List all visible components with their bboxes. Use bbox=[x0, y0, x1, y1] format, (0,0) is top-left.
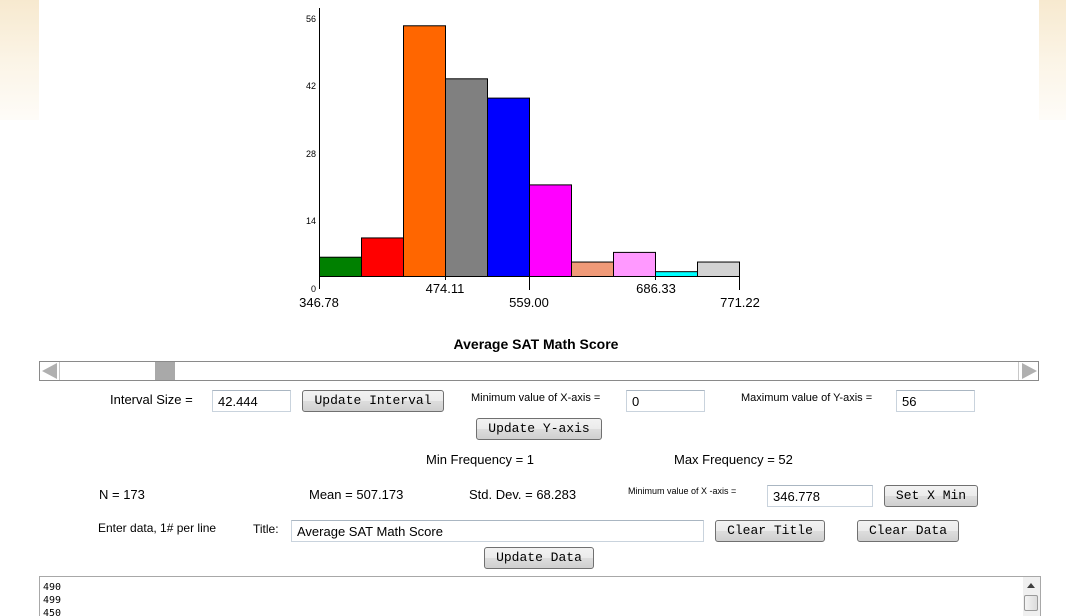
n-count-text: N = 173 bbox=[99, 487, 145, 502]
data-line: 450 bbox=[43, 608, 62, 616]
histogram-bar bbox=[571, 261, 614, 277]
histogram-bar bbox=[487, 97, 530, 277]
enter-data-label: Enter data, 1# per line bbox=[98, 521, 217, 535]
slider-right-arrow-icon[interactable] bbox=[1018, 362, 1038, 380]
y-tick-0: 0 bbox=[311, 284, 316, 294]
page-background-left bbox=[0, 0, 39, 120]
max-y-axis-input[interactable] bbox=[896, 390, 975, 412]
slider-left-arrow-icon[interactable] bbox=[40, 362, 60, 380]
histogram-bar bbox=[529, 184, 572, 277]
data-entry-textarea[interactable]: 490 499 450 bbox=[39, 576, 1041, 616]
min-x-axis-input[interactable] bbox=[626, 390, 705, 412]
min-x-axis-label: Minimum value of X-axis = bbox=[471, 392, 601, 404]
histogram-bar bbox=[361, 237, 404, 278]
set-x-min-button[interactable]: Set X Min bbox=[884, 485, 978, 507]
std-dev-text: Std. Dev. = 68.283 bbox=[469, 487, 577, 502]
x-tick-label: 346.78 bbox=[299, 295, 339, 310]
data-line: 490 bbox=[43, 582, 62, 593]
histogram-bar bbox=[445, 78, 488, 277]
interval-slider[interactable] bbox=[39, 361, 1039, 381]
x-tick-label: 474.11 bbox=[426, 281, 465, 296]
set-x-min-label: Minimum value of X -axis = bbox=[628, 486, 737, 496]
update-data-button[interactable]: Update Data bbox=[484, 547, 594, 569]
title-input[interactable] bbox=[291, 520, 704, 542]
data-line: 499 bbox=[43, 595, 62, 606]
histogram-bar bbox=[613, 251, 656, 277]
clear-data-button[interactable]: Clear Data bbox=[857, 520, 959, 542]
slider-thumb[interactable] bbox=[155, 362, 175, 380]
histogram-bar bbox=[403, 25, 446, 277]
y-tick-56: 56 bbox=[306, 14, 316, 24]
y-tick-42: 42 bbox=[306, 81, 316, 91]
histogram-bar bbox=[319, 256, 362, 278]
interval-size-input[interactable] bbox=[212, 390, 291, 412]
interval-size-label: Interval Size = bbox=[110, 392, 193, 407]
set-x-min-input[interactable] bbox=[767, 485, 873, 507]
histogram-chart: 56 42 28 14 0 346.78 474.11 559.00 686.3… bbox=[299, 8, 760, 310]
chart-title: Average SAT Math Score bbox=[453, 336, 619, 352]
x-tick-label: 559.00 bbox=[509, 295, 549, 310]
max-frequency-text: Max Frequency = 52 bbox=[674, 452, 793, 467]
y-tick-14: 14 bbox=[306, 216, 316, 226]
x-tick-label: 686.33 bbox=[636, 281, 676, 296]
min-frequency-text: Min Frequency = 1 bbox=[426, 452, 535, 467]
x-tick-label: 771.22 bbox=[720, 295, 760, 310]
histogram-bar bbox=[697, 261, 740, 277]
page-background-right bbox=[1039, 0, 1066, 120]
update-interval-button[interactable]: Update Interval bbox=[302, 390, 444, 412]
mean-text: Mean = 507.173 bbox=[309, 487, 404, 502]
y-tick-28: 28 bbox=[306, 149, 316, 159]
textarea-scrollbar[interactable] bbox=[1023, 577, 1040, 616]
scrollbar-thumb[interactable] bbox=[1024, 595, 1038, 611]
histogram-bars bbox=[319, 25, 740, 278]
update-y-axis-button[interactable]: Update Y-axis bbox=[476, 418, 602, 440]
scroll-up-arrow-icon[interactable] bbox=[1027, 583, 1035, 588]
clear-title-button[interactable]: Clear Title bbox=[715, 520, 825, 542]
title-label: Title: bbox=[253, 522, 279, 536]
histogram-bar bbox=[655, 271, 698, 277]
max-y-axis-label: Maximum value of Y-axis = bbox=[741, 392, 873, 404]
